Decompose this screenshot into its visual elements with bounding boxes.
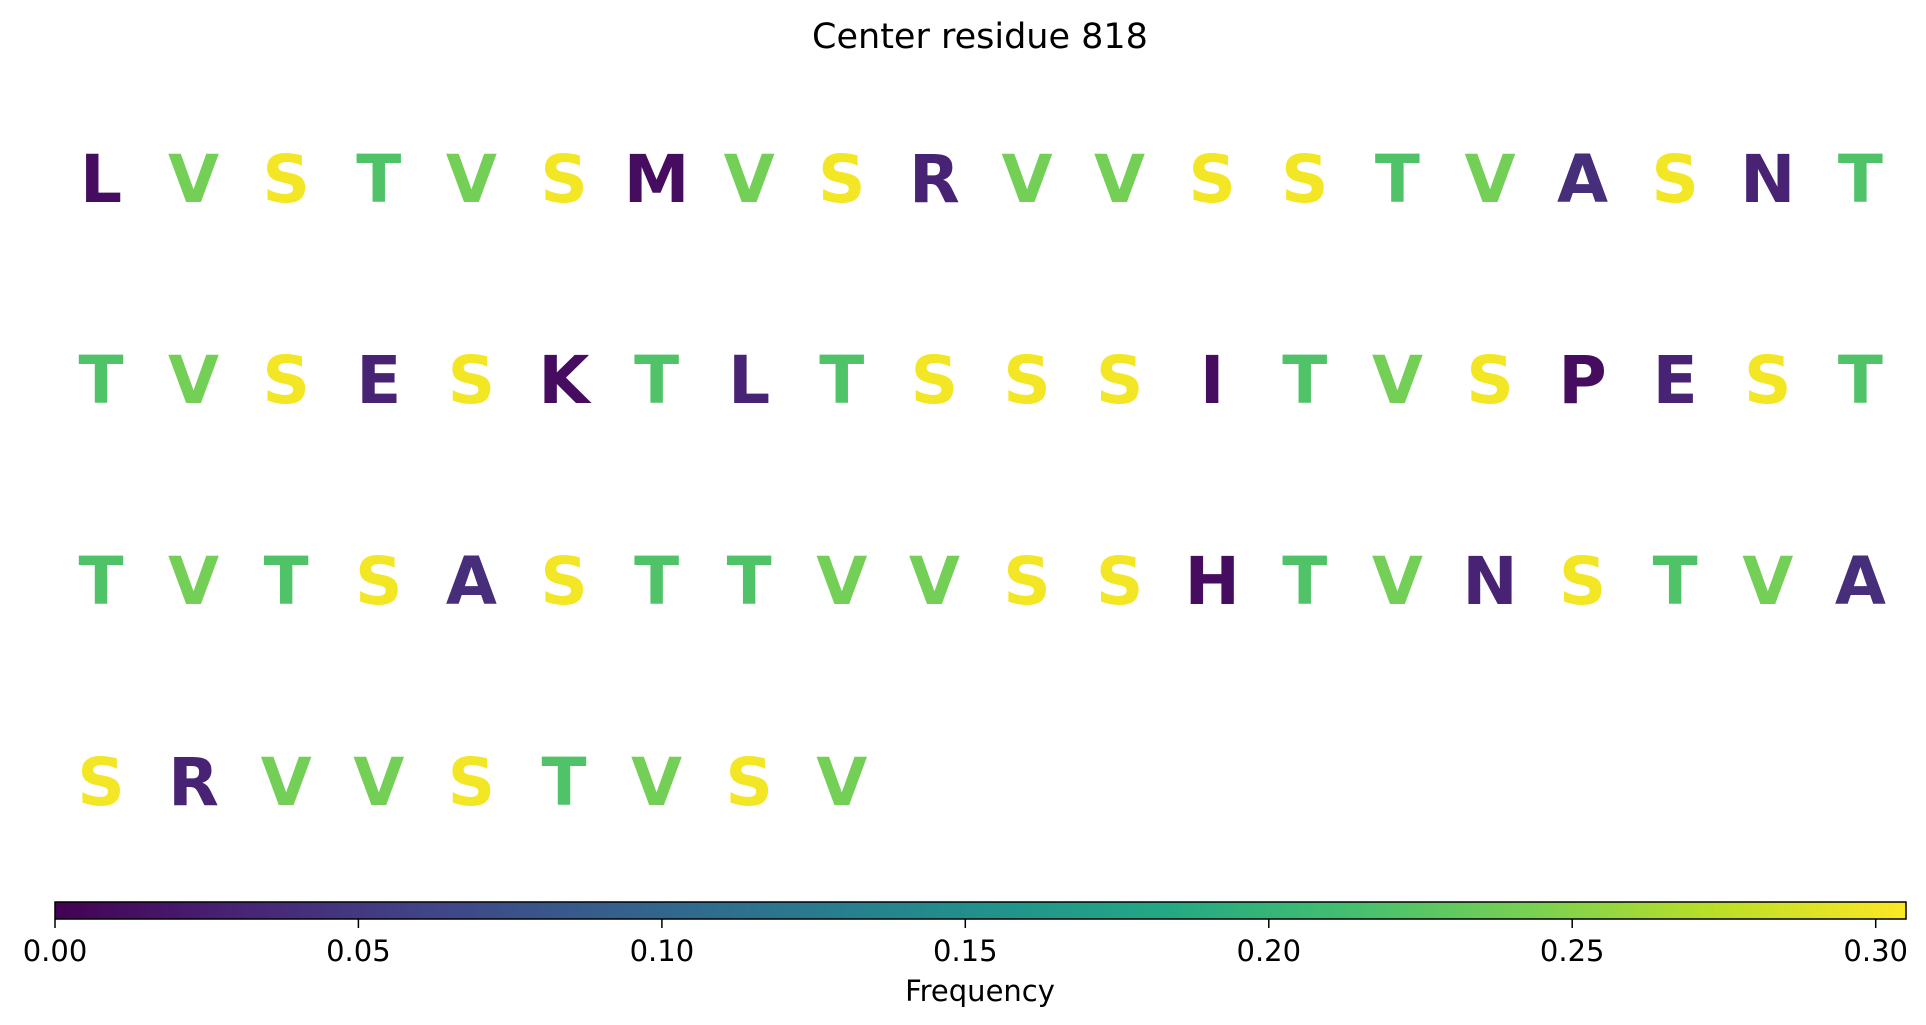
colorbar-gradient: [54, 901, 1907, 920]
residue-letter: A: [1835, 543, 1886, 620]
residue-letter: T: [1653, 543, 1698, 620]
residue-letter: E: [1653, 342, 1698, 419]
colorbar-tick-label: 0.20: [1237, 934, 1302, 968]
residue-letter: T: [264, 543, 309, 620]
residue-letter: S: [1003, 342, 1051, 419]
residue-letter: S: [540, 543, 588, 620]
residue-letter: N: [1740, 141, 1795, 218]
residue-letter: H: [1185, 543, 1240, 620]
residue-letter: T: [1838, 342, 1883, 419]
residue-letter: T: [78, 342, 123, 419]
colorbar: 0.00 0.05 0.10 0.15 0.20 0.25 0.30 Frequency: [23, 901, 1908, 1008]
residue-letter: V: [1464, 141, 1515, 218]
residue-letter: V: [816, 744, 867, 821]
residue-letter: A: [446, 543, 497, 620]
residue-letter: M: [624, 141, 690, 218]
residue-letter: S: [1559, 543, 1607, 620]
residue-letter: T: [1282, 342, 1327, 419]
residue-letter: T: [356, 141, 401, 218]
residue-letter: S: [1096, 543, 1144, 620]
residue-letter: P: [1558, 342, 1606, 419]
residue-letter: L: [728, 342, 770, 419]
colorbar-tick-label: 0.15: [933, 934, 998, 968]
residue-letter: S: [262, 342, 310, 419]
residue-letter: S: [911, 342, 959, 419]
residue-letter: V: [1372, 543, 1423, 620]
colorbar-label: Frequency: [905, 974, 1055, 1008]
residue-letter: S: [1744, 342, 1792, 419]
residue-letter: V: [1742, 543, 1793, 620]
residue-letter: V: [261, 744, 312, 821]
residue-letter: V: [446, 141, 497, 218]
residue-letter: K: [538, 342, 592, 419]
residue-letter: S: [1003, 543, 1051, 620]
residue-letter: V: [724, 141, 775, 218]
residue-letter: V: [816, 543, 867, 620]
colorbar-tick-label: 0.10: [630, 934, 695, 968]
residue-letter: T: [78, 543, 123, 620]
residue-letter: V: [1094, 141, 1145, 218]
residue-letter: N: [1462, 543, 1517, 620]
residue-letter: T: [541, 744, 586, 821]
residue-letter: T: [727, 543, 772, 620]
chart-title: Center residue 818: [812, 17, 1148, 57]
residue-letter: S: [448, 744, 496, 821]
residue-letter: T: [1838, 141, 1883, 218]
residue-letter: V: [631, 744, 682, 821]
residue-letter: T: [1282, 543, 1327, 620]
residue-letter: A: [1557, 141, 1608, 218]
colorbar-tick-label: 0.30: [1843, 934, 1908, 968]
residue-letter: V: [909, 543, 960, 620]
residue-letter: V: [168, 342, 219, 419]
residue-letter: S: [1466, 342, 1514, 419]
residue-letter: T: [1375, 141, 1420, 218]
residue-letter: L: [80, 141, 122, 218]
residue-letter: S: [262, 141, 310, 218]
residue-letter: S: [725, 744, 773, 821]
residue-letter: E: [356, 342, 401, 419]
residue-letter: S: [818, 141, 866, 218]
residue-letter: V: [168, 141, 219, 218]
colorbar-tick-label: 0.05: [326, 934, 391, 968]
residue-letter: T: [819, 342, 864, 419]
residue-letter: S: [77, 744, 125, 821]
residue-letter: S: [355, 543, 403, 620]
colorbar-tick-label: 0.25: [1540, 934, 1605, 968]
colorbar-ticks: 0.00 0.05 0.10 0.15 0.20 0.25 0.30: [23, 919, 1908, 968]
residue-letter: R: [909, 141, 960, 218]
residue-letter: R: [168, 744, 219, 821]
residue-letter: S: [1281, 141, 1329, 218]
residue-letter: V: [353, 744, 404, 821]
colorbar-tick-label: 0.00: [23, 934, 88, 968]
residue-letter: V: [1372, 342, 1423, 419]
residue-letter: V: [1001, 141, 1052, 218]
residue-letter: V: [168, 543, 219, 620]
residue-grid: L V S T V S M V S R V V S S T V A S N TT V S E S K T L T S S S I T V S P E S T…: [77, 141, 1886, 821]
residue-letter: S: [1188, 141, 1236, 218]
residue-letter: S: [540, 141, 588, 218]
residue-letter: S: [1096, 342, 1144, 419]
residue-letter: S: [448, 342, 496, 419]
residue-letter: T: [634, 543, 679, 620]
residue-letter: T: [634, 342, 679, 419]
residue-letter: I: [1200, 342, 1225, 419]
residue-letter: S: [1651, 141, 1699, 218]
